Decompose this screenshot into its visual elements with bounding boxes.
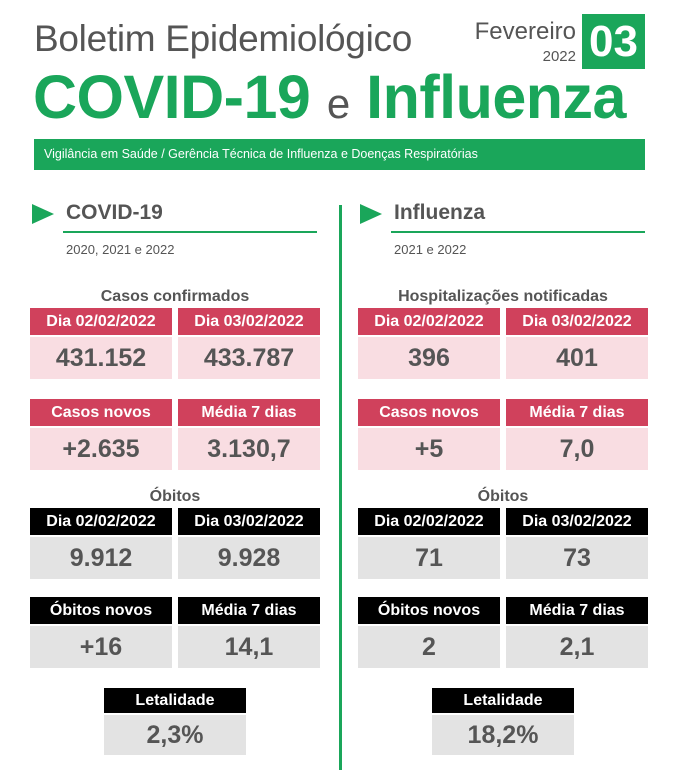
stat-cell: Dia 03/02/2022 401 bbox=[506, 308, 648, 379]
stat-cell: Média 7 dias 7,0 bbox=[506, 399, 648, 470]
stat-cell: Dia 02/02/2022 9.912 bbox=[30, 508, 172, 579]
stat-label: Dia 02/02/2022 bbox=[30, 508, 172, 535]
issue-number-badge: 03 bbox=[582, 14, 645, 69]
stat-label: Média 7 dias bbox=[178, 399, 320, 426]
stat-value: 14,1 bbox=[178, 626, 320, 668]
bulletin-month: Fevereiro bbox=[474, 18, 576, 45]
stat-cell: Óbitos novos 2 bbox=[358, 597, 500, 668]
stat-cell: Dia 03/02/2022 9.928 bbox=[178, 508, 320, 579]
stat-value: 401 bbox=[506, 337, 648, 379]
stat-label: Dia 03/02/2022 bbox=[178, 308, 320, 335]
section-name: Influenza bbox=[394, 201, 486, 224]
lethality-box: Letalidade 2,3% bbox=[104, 688, 246, 755]
cases-grid: Dia 02/02/2022 431.152 Dia 03/02/2022 43… bbox=[30, 308, 320, 379]
stat-cell: Casos novos +2.635 bbox=[30, 399, 172, 470]
stat-value: +2.635 bbox=[30, 428, 172, 470]
stat-cell: Média 7 dias 2,1 bbox=[506, 597, 648, 668]
section-name: COVID-19 bbox=[66, 201, 163, 224]
column-divider bbox=[339, 205, 342, 770]
stat-cell: Média 7 dias 14,1 bbox=[178, 597, 320, 668]
stat-label: Dia 02/02/2022 bbox=[30, 308, 172, 335]
deaths-grid: Dia 02/02/2022 71 Dia 03/02/2022 73 bbox=[358, 508, 648, 579]
lethality-label: Letalidade bbox=[432, 688, 574, 713]
stat-label: Dia 03/02/2022 bbox=[178, 508, 320, 535]
deaths-title: Óbitos bbox=[477, 488, 529, 505]
section-years: 2020, 2021 e 2022 bbox=[66, 242, 175, 257]
stat-label: Óbitos novos bbox=[30, 597, 172, 624]
section-underline bbox=[391, 231, 645, 233]
stat-label: Média 7 dias bbox=[506, 399, 648, 426]
stat-label: Dia 02/02/2022 bbox=[358, 308, 500, 335]
stat-label: Dia 02/02/2022 bbox=[358, 508, 500, 535]
stat-value: 431.152 bbox=[30, 337, 172, 379]
stat-cell: Dia 02/02/2022 71 bbox=[358, 508, 500, 579]
stat-value: 433.787 bbox=[178, 337, 320, 379]
bulletin-year: 2022 bbox=[542, 48, 576, 65]
stat-value: +16 bbox=[30, 626, 172, 668]
section-years: 2021 e 2022 bbox=[394, 242, 467, 257]
play-arrow-icon bbox=[360, 204, 382, 224]
main-title: COVID-19 e Influenza bbox=[33, 62, 626, 132]
cases-title: Hospitalizações notificadas bbox=[398, 288, 608, 305]
stat-value: 7,0 bbox=[506, 428, 648, 470]
stat-value: 73 bbox=[506, 537, 648, 579]
stat-cell: Média 7 dias 3.130,7 bbox=[178, 399, 320, 470]
covid-column: COVID-19 2020, 2021 e 2022 Casos confirm… bbox=[30, 196, 320, 755]
stat-cell: Dia 03/02/2022 433.787 bbox=[178, 308, 320, 379]
stat-value: 9.928 bbox=[178, 537, 320, 579]
stat-value: 71 bbox=[358, 537, 500, 579]
section-underline bbox=[63, 231, 317, 233]
bulletin-title: Boletim Epidemiológico bbox=[34, 18, 412, 59]
play-arrow-icon bbox=[32, 204, 54, 224]
cases-grid: Dia 02/02/2022 396 Dia 03/02/2022 401 bbox=[358, 308, 648, 379]
lethality-value: 2,3% bbox=[104, 715, 246, 755]
new-deaths-grid: Óbitos novos +16 Média 7 dias 14,1 bbox=[30, 597, 320, 668]
stat-value: 9.912 bbox=[30, 537, 172, 579]
new-deaths-grid: Óbitos novos 2 Média 7 dias 2,1 bbox=[358, 597, 648, 668]
influenza-section-header: Influenza bbox=[358, 196, 648, 233]
lethality-label: Letalidade bbox=[104, 688, 246, 713]
cases-title: Casos confirmados bbox=[100, 288, 250, 305]
new-cases-grid: Casos novos +5 Média 7 dias 7,0 bbox=[358, 399, 648, 470]
stat-cell: Dia 02/02/2022 396 bbox=[358, 308, 500, 379]
stat-label: Casos novos bbox=[358, 399, 500, 426]
stat-cell: Casos novos +5 bbox=[358, 399, 500, 470]
stat-value: 2,1 bbox=[506, 626, 648, 668]
new-cases-grid: Casos novos +2.635 Média 7 dias 3.130,7 bbox=[30, 399, 320, 470]
stat-value: 2 bbox=[358, 626, 500, 668]
stat-label: Óbitos novos bbox=[358, 597, 500, 624]
stat-label: Média 7 dias bbox=[506, 597, 648, 624]
main-title-conjunction: e bbox=[326, 80, 350, 127]
stat-label: Dia 03/02/2022 bbox=[506, 508, 648, 535]
main-title-influenza: Influenza bbox=[366, 63, 626, 131]
stat-label: Dia 03/02/2022 bbox=[506, 308, 648, 335]
lethality-value: 18,2% bbox=[432, 715, 574, 755]
covid-section-header: COVID-19 bbox=[30, 196, 320, 233]
stat-value: 396 bbox=[358, 337, 500, 379]
deaths-grid: Dia 02/02/2022 9.912 Dia 03/02/2022 9.92… bbox=[30, 508, 320, 579]
influenza-column: Influenza 2021 e 2022 Hospitalizações no… bbox=[358, 196, 648, 755]
stat-cell: Óbitos novos +16 bbox=[30, 597, 172, 668]
lethality-box: Letalidade 18,2% bbox=[432, 688, 574, 755]
stat-value: +5 bbox=[358, 428, 500, 470]
main-title-covid: COVID-19 bbox=[33, 63, 311, 131]
stat-cell: Dia 02/02/2022 431.152 bbox=[30, 308, 172, 379]
stat-value: 3.130,7 bbox=[178, 428, 320, 470]
subtitle-bar: Vigilância em Saúde / Gerência Técnica d… bbox=[34, 139, 645, 170]
stat-cell: Dia 03/02/2022 73 bbox=[506, 508, 648, 579]
deaths-title: Óbitos bbox=[149, 488, 201, 505]
stat-label: Média 7 dias bbox=[178, 597, 320, 624]
stat-label: Casos novos bbox=[30, 399, 172, 426]
